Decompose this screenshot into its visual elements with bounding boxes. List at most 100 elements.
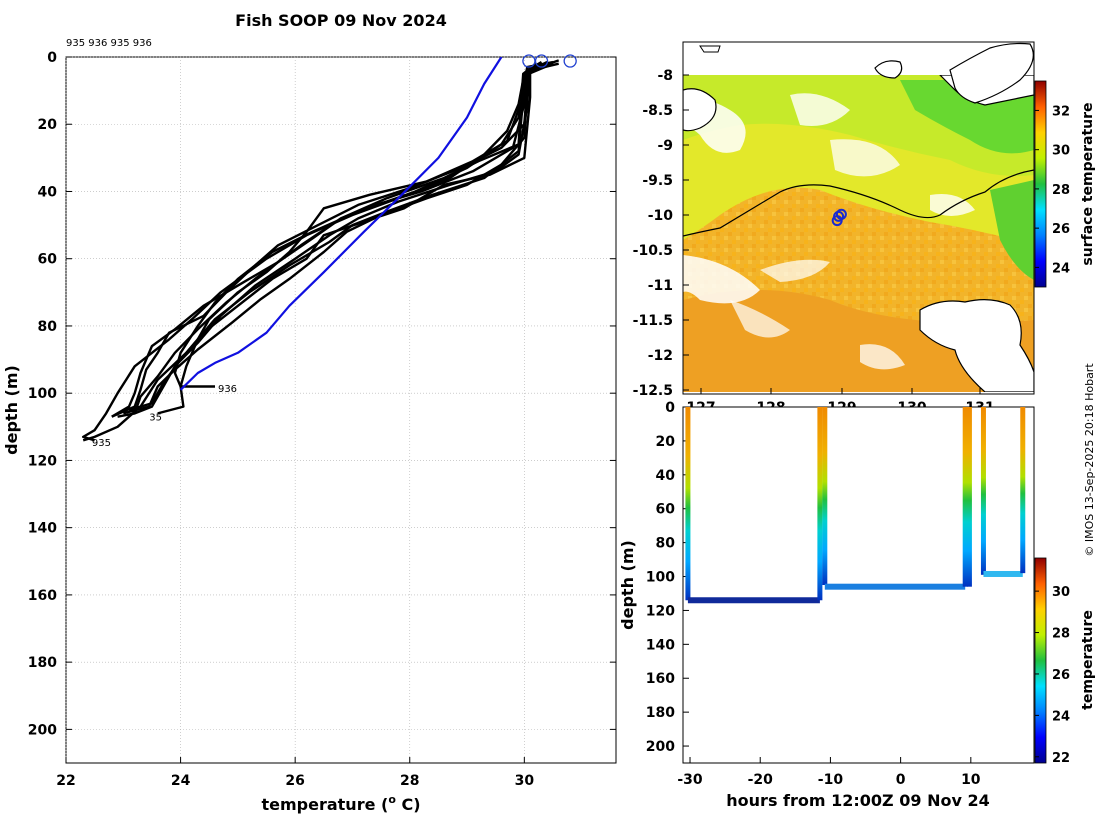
label-clip-mask [683,407,1034,420]
surface-marker [534,54,549,68]
profile-y-tick-label: 200 [28,722,57,738]
sst-colorbar-label: surface temperature [1080,102,1096,265]
temperature-colorbar-tick-label: 30 [1052,585,1070,600]
profile-x-tick-label: 26 [285,773,304,789]
profile-x-ticks: 22 24 26 28 30 [56,757,534,789]
profile-lines [82,57,560,442]
profile-line [111,59,560,418]
map-frame [682,41,1035,395]
profile-x-axis-label-tail: C) [396,795,421,814]
sst-colorbar-tick-label: 32 [1052,104,1070,119]
temperature-colorbar-label: temperature [1080,610,1096,710]
cloud-patch-4 [683,255,760,304]
depth-contour [683,169,1034,237]
profile-y-tick-label: 20 [38,117,58,133]
temperature-colorbar [1034,557,1047,764]
depth-time-x-tick-label: -20 [748,772,774,788]
profile-plot-frame [65,56,617,764]
profile-id-list: 935 936 935 936 [66,38,152,49]
temperature-colorbar-tick-label: 26 [1052,668,1070,683]
profile-x-axis-label-main: temperature ( [261,795,388,814]
surface-markers [522,54,577,68]
temperature-colorbar-tick-label: 28 [1052,627,1070,642]
profile-labels: 936 35 935 [92,384,237,449]
profile-x-tick-label: 24 [171,773,191,789]
profile-line [82,62,537,442]
cloud-patch-2 [790,93,850,126]
depth-time-y-tick-label: 40 [656,468,676,484]
depth-time-y-axis-label: depth (m) [618,540,637,630]
sst-colorbar [1034,80,1047,288]
cast-trace [817,407,823,601]
profile-x-axis-label-superscript: o [388,793,396,806]
surface-marker [563,54,577,68]
ship-position-marker [831,215,843,227]
profile-y-tick-label: 120 [28,453,57,469]
depth-time-y-tick-label: 60 [656,502,676,518]
profile-y-ticks: 0 20 40 60 80 100 120 140 160 180 200 [28,50,616,738]
cloud-patch-5 [760,259,830,282]
sst-colorbar-tick-label: 30 [1052,144,1070,159]
depth-time-y-tick-label: 200 [646,739,675,755]
cast-trace [685,407,691,601]
bottom-trace [824,583,966,590]
profile-y-axis-label: depth (m) [2,365,21,455]
land-west [683,88,717,132]
map-latitude-ticks: -8 -8.5 -9 -9.5 -10 -10.5 -11 -11.5 -12 -12.5 [633,68,689,399]
depth-time-y-tick-label: 80 [656,536,676,552]
profile-y-tick-label: 40 [38,184,58,200]
temperature-depth-profile-plot: 22 24 26 28 30 0 20 40 60 80 100 120 140 160 180 200 9… [2,50,617,814]
sst-colorbar-tick-label: 26 [1052,222,1070,237]
depth-time-plot: -30 -20 -10 0 10020406080100120140160180200 … [618,400,1096,810]
profile-x-tick-label: 30 [515,773,535,789]
sst-colorbar-ticks: 24 26 28 30 32 [1035,104,1070,276]
depth-time-x-tick-label: 0 [896,772,906,788]
depth-time-x-tick-label: -10 [818,772,844,788]
island-1 [874,60,903,79]
profile-y-tick-label: 180 [28,655,57,671]
sst-colorbar-tick-label: 28 [1052,183,1070,198]
depth-time-y-tick-label: 180 [646,705,675,721]
depth-time-trace [685,407,1026,604]
cast-trace [980,407,986,575]
profile-y-tick-label: 140 [28,521,57,537]
imos-credit: © IMOS 13-Sep-2025 20:18 Hobart [1083,363,1096,557]
profile-gridlines [65,56,616,763]
figure-title: Fish SOOP 09 Nov 2024 [235,11,447,30]
sst-colorbar-tick-label: 24 [1052,261,1070,276]
profile-x-tick-label: 28 [400,773,419,789]
depth-time-y-tick-label: 140 [646,637,675,653]
cloud-patch-6 [730,300,790,338]
temperature-colorbar-tick-label: 24 [1052,709,1070,724]
map-lat-tick-label: -8 [657,68,673,84]
latest-profile-line [179,57,503,391]
cloud-patch-3 [830,139,900,177]
bottom-trace [983,570,1023,577]
map-lat-tick-label: -12 [648,348,673,364]
cast-trace [962,407,968,587]
ship-position-markers [831,208,847,227]
map-lat-tick-label: -10 [648,208,674,224]
depth-time-y-tick-label: 20 [656,434,676,450]
profile-x-tick-label: 22 [56,773,75,789]
cast-trace [1020,407,1026,574]
cast-trace [822,407,828,585]
map-lat-tick-label: -10.5 [633,243,673,259]
depth-time-y-tick-label: 100 [646,570,675,586]
cast-trace [966,407,972,587]
sst-field [683,75,1034,392]
sea-surface-temperature-map: -8-8.5-9-9.5-10-10.5-11-11.5-12-12.5 127… [633,41,1096,416]
island-2 [699,45,721,53]
bottom-trace [687,597,820,604]
sst-green-patch-2 [990,180,1034,280]
cloud-patch-7 [930,194,975,216]
profile-end-label: 35 [149,413,162,424]
map-lat-tick-label: -11.5 [633,313,673,329]
profile-end-label: 936 [218,384,237,395]
temperature-colorbar-ticks: 22 24 26 28 30 [1035,585,1070,766]
sst-orange-south [683,290,1034,392]
land-top-north [949,42,1034,104]
